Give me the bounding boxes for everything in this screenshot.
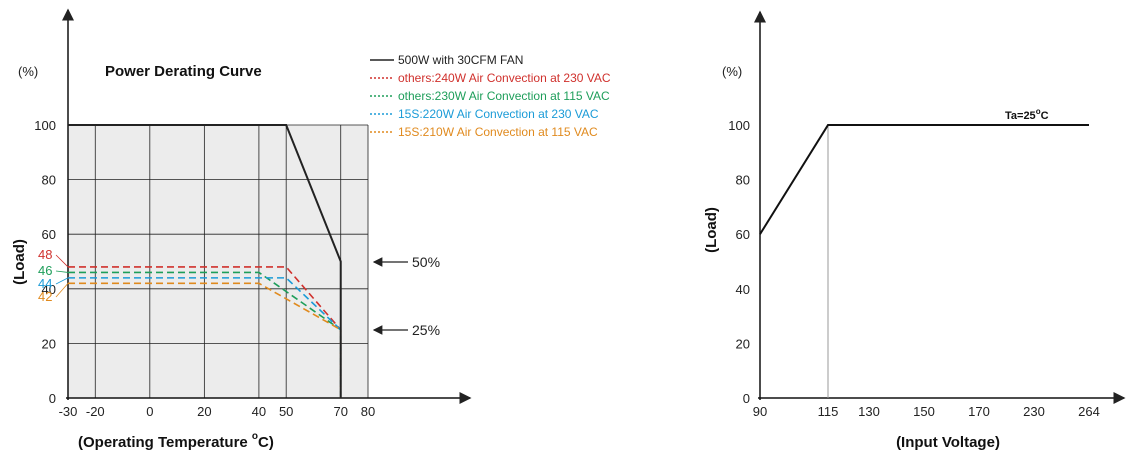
degree-symbol: o bbox=[252, 431, 258, 442]
legend-label: 500W with 30CFM FAN bbox=[398, 53, 523, 67]
side-value-label: 46 bbox=[38, 263, 52, 278]
side-label-connector bbox=[55, 254, 69, 268]
y-axis-title: (Load) bbox=[703, 207, 720, 253]
legend-label: 15S:220W Air Convection at 230 VAC bbox=[398, 107, 599, 121]
annotation-50-label: 50% bbox=[412, 254, 440, 270]
y-tick-label: 80 bbox=[42, 173, 56, 188]
y-tick-label: 20 bbox=[42, 336, 56, 351]
annotation-25: 25% bbox=[372, 322, 440, 338]
y-tick-label: 0 bbox=[49, 391, 56, 406]
x-tick-label: 40 bbox=[252, 404, 266, 419]
x-tick-label: 130 bbox=[858, 404, 880, 419]
temperature-derating-chart: -30 -20 0 20 40 50 70 80 0 20 40 60 80 100 (%) Power … bbox=[11, 8, 611, 451]
y-axis-title: (Load) bbox=[11, 239, 28, 285]
side-value-label: 48 bbox=[38, 247, 52, 262]
y-tick-label: 60 bbox=[42, 227, 56, 242]
x-tick-label: 170 bbox=[968, 404, 990, 419]
x-tick-label: 115 bbox=[818, 404, 839, 419]
y-tick-label: 100 bbox=[728, 118, 750, 133]
x-tick-label: 150 bbox=[913, 404, 935, 419]
x-tick-label: 230 bbox=[1023, 404, 1045, 419]
x-axis-title: (Input Voltage) bbox=[896, 434, 1000, 451]
tick-labels: -30 -20 0 20 40 50 70 80 0 20 40 60 80 100 bbox=[34, 118, 375, 419]
x-tick-label: 80 bbox=[361, 404, 375, 419]
annotation-25-label: 25% bbox=[412, 322, 440, 338]
x-tick-label: 50 bbox=[279, 404, 293, 419]
ambient-annotation: Ta=25oC bbox=[1005, 107, 1049, 122]
x-tick-label: 0 bbox=[146, 404, 153, 419]
plot-background bbox=[68, 125, 368, 398]
x-tick-label: -20 bbox=[86, 404, 105, 419]
y-tick-label: 20 bbox=[736, 336, 750, 351]
x-tick-label: -30 bbox=[59, 404, 78, 419]
y-tick-label: 0 bbox=[743, 391, 750, 406]
legend-label: 15S:210W Air Convection at 115 VAC bbox=[398, 125, 598, 139]
degree-symbol: o bbox=[1036, 107, 1041, 116]
series-line bbox=[68, 124, 342, 398]
unit-label: (%) bbox=[18, 64, 38, 79]
y-tick-label: 40 bbox=[42, 282, 56, 297]
side-value-label: 44 bbox=[38, 276, 52, 291]
y-tick-label: 40 bbox=[736, 282, 750, 297]
y-tick-label: 80 bbox=[736, 173, 750, 188]
side-label-connector bbox=[55, 283, 69, 298]
series-line bbox=[759, 124, 1089, 235]
side-value-label: 42 bbox=[38, 289, 52, 304]
series-lines bbox=[68, 124, 342, 398]
series-lines bbox=[759, 124, 1089, 235]
annotation-50: 50% bbox=[372, 254, 440, 270]
tick-labels: 90 115 130 150 170 230 264 0 20 40 60 80 100 bbox=[728, 118, 1100, 419]
x-tick-label: 20 bbox=[197, 404, 211, 419]
legend: 500W with 30CFM FAN others:240W Air Conve… bbox=[370, 53, 611, 139]
unit-label: (%) bbox=[722, 64, 742, 79]
legend-label: others:240W Air Convection at 230 VAC bbox=[398, 71, 611, 85]
legend-label: others:230W Air Convection at 115 VAC bbox=[398, 89, 610, 103]
x-tick-label: 90 bbox=[753, 404, 767, 419]
x-tick-label: 264 bbox=[1078, 404, 1100, 419]
x-tick-label: 70 bbox=[333, 404, 347, 419]
x-axis-title: (Operating Temperature oC) bbox=[78, 431, 274, 451]
series-line bbox=[68, 277, 342, 398]
side-label-connector bbox=[55, 277, 69, 285]
side-label-connector bbox=[55, 270, 69, 273]
input-voltage-chart: 90 115 130 150 170 230 264 0 20 40 60 80 100 (%) (Lo… bbox=[703, 10, 1126, 451]
y-tick-label: 100 bbox=[34, 118, 56, 133]
chart-title: Power Derating Curve bbox=[105, 63, 262, 80]
y-tick-label: 60 bbox=[736, 227, 750, 242]
